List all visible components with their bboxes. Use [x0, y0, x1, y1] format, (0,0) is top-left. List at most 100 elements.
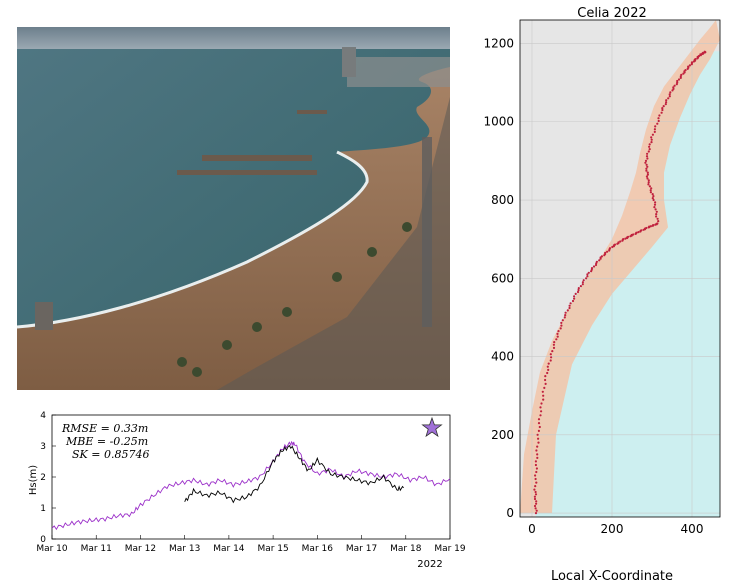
star-icon — [421, 416, 443, 438]
sl-shoreline-point — [556, 332, 559, 335]
ts-ylabel: Hs(m) — [28, 465, 39, 495]
sl-shoreline-point — [645, 163, 648, 166]
sl-shoreline-point — [564, 311, 567, 314]
sl-shoreline-point — [579, 285, 582, 288]
photo-trees — [177, 222, 412, 377]
sl-shoreline-point — [648, 185, 651, 188]
ts-xtick-label: Mar 19 — [434, 544, 466, 554]
sl-shoreline-point — [534, 511, 538, 515]
sl-shoreline-point — [648, 148, 651, 151]
sl-shoreline-point — [656, 122, 659, 125]
ts-ytick-label: 1 — [40, 504, 46, 514]
sl-shoreline-point — [586, 273, 589, 276]
sl-shoreline-point — [648, 145, 651, 148]
sl-ytick-label: 200 — [491, 428, 514, 442]
sl-shoreline-point — [535, 481, 538, 484]
sl-shoreline-point — [653, 128, 656, 131]
sl-shoreline-point — [655, 213, 658, 216]
sl-shoreline-point — [577, 287, 580, 290]
sl-xlabel: Local X-Coordinate — [551, 569, 673, 584]
photo-city — [347, 57, 450, 87]
sl-shoreline-point — [537, 418, 541, 421]
sl-shoreline-point — [637, 231, 640, 234]
sl-shoreline-point — [617, 241, 620, 244]
sl-shoreline-point — [640, 229, 643, 232]
sl-shoreline-point — [540, 402, 543, 405]
sl-shoreline-point — [624, 237, 627, 240]
sl-shoreline-point — [651, 133, 654, 136]
sl-ytick-label: 1200 — [483, 36, 514, 50]
ts-series-model — [51, 440, 451, 531]
sl-shoreline-point — [656, 222, 659, 225]
ts-xtick-label: Mar 12 — [125, 544, 156, 554]
sl-shoreline-point — [653, 206, 656, 209]
sl-shoreline-point — [645, 155, 649, 158]
sl-shoreline-point — [537, 437, 540, 440]
sl-shoreline-point — [660, 111, 663, 114]
sl-shoreline-point — [533, 504, 537, 508]
sl-shoreline-point — [677, 78, 681, 81]
sl-shoreline-point — [646, 177, 649, 180]
sl-shoreline-point — [568, 304, 571, 307]
sl-shoreline-point — [560, 324, 563, 327]
sl-shoreline-point — [669, 91, 672, 94]
sl-shoreline-point — [600, 255, 603, 258]
sl-shoreline-point — [590, 267, 594, 270]
sl-shoreline-point — [544, 375, 547, 378]
sl-shoreline-point — [587, 271, 590, 274]
sl-shoreline-point — [559, 327, 562, 330]
sl-xtick-label: 400 — [681, 522, 704, 536]
sl-shoreline-point — [653, 130, 656, 133]
sl-shoreline-point — [546, 371, 549, 375]
sl-shoreline-point — [581, 281, 584, 284]
sl-shoreline-point — [672, 87, 675, 90]
ts-xtick-label: Mar 17 — [346, 544, 377, 554]
sl-shoreline-point — [538, 425, 541, 429]
sl-shoreline-point — [653, 203, 657, 206]
sl-xtick-label: 0 — [528, 522, 536, 536]
sl-shoreline-point — [645, 167, 648, 170]
sl-shoreline-point — [539, 406, 542, 409]
sl-sea-area — [535, 51, 720, 518]
sl-shoreline-point — [651, 193, 654, 196]
sl-shoreline-point — [688, 64, 691, 67]
sl-shoreline-point — [534, 463, 537, 467]
sl-shoreline-point — [541, 390, 544, 393]
ts-stat-mbe: MBE = -0.25m — [65, 435, 148, 448]
sl-shoreline-point — [566, 309, 569, 312]
ts-ytick-label: 0 — [40, 535, 46, 545]
sl-shoreline-point — [592, 265, 596, 268]
sl-shoreline-point — [676, 81, 679, 84]
sl-shoreline-point — [563, 316, 566, 319]
photo-beach — [17, 67, 450, 390]
sl-shoreline-point — [655, 210, 658, 213]
sl-shoreline-point — [546, 365, 549, 368]
sl-shoreline-point — [622, 238, 625, 241]
ts-ytick-label: 2 — [40, 473, 46, 483]
sl-shoreline-point — [573, 297, 576, 300]
sl-shoreline-point — [551, 350, 554, 353]
ts-ytick-label: 3 — [40, 442, 46, 452]
sl-shoreline-point — [662, 105, 665, 108]
ts-xtick-label: Mar 14 — [213, 544, 245, 554]
sl-shoreline-point — [652, 198, 655, 202]
sl-shoreline-point — [547, 362, 550, 365]
sl-shoreline-point — [657, 220, 660, 223]
sl-shoreline-point — [632, 233, 635, 236]
photo-promenade — [217, 97, 450, 390]
sl-shoreline-point — [646, 157, 649, 160]
sl-shoreline-point — [556, 335, 559, 338]
sl-shoreline-point — [568, 306, 571, 310]
ts-xtick-label: Mar 15 — [257, 544, 288, 554]
sl-shoreline-point — [657, 117, 660, 120]
photo-rocks — [35, 302, 53, 330]
sl-shoreline-point — [582, 279, 585, 282]
sl-shoreline-point — [577, 288, 580, 292]
sl-shoreline-point — [684, 69, 687, 72]
sl-shoreline-point — [676, 79, 679, 83]
sl-shoreline-point — [657, 119, 660, 123]
sl-shoreline-point — [673, 84, 676, 87]
ts-xtick-label: Mar 13 — [169, 544, 200, 554]
sl-plot-frame — [519, 19, 721, 518]
sl-shoreline-point — [665, 101, 668, 104]
